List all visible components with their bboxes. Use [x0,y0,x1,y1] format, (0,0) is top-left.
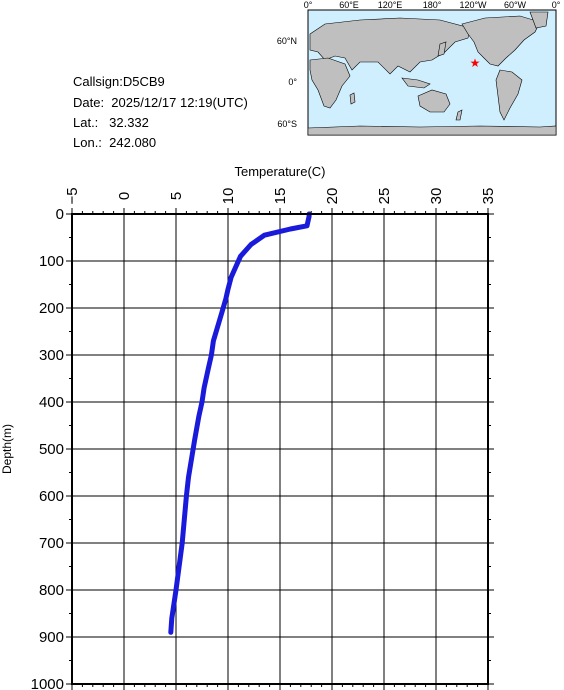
x-tick-label: 30 [428,188,445,205]
plot-frame [71,213,489,685]
x-tick-label: 0 [116,192,133,200]
station-star-icon: ★ [470,56,481,70]
x-tick-labels: −5 0 5 10 15 20 25 30 35 [64,187,497,204]
y-tick-label: 400 [39,394,64,411]
map-longitude-label: 0° [304,0,313,10]
y-tick-label: 500 [39,441,64,458]
x-tick-label: 25 [376,188,393,205]
x-tick-label: 20 [324,188,341,205]
world-map: 0° 60°E 120°E 180° 120°W 60°W 0° 60°N 0° 60°S ★ [277,0,561,136]
y-tick-label: 200 [39,300,64,317]
x-tick-label: 15 [272,188,289,205]
temperature-profile-line [168,211,312,635]
map-longitude-label: 180° [423,0,442,10]
x-tick-label: 10 [220,188,237,205]
x-tick-label: 35 [480,188,497,205]
x-tick-label: 5 [168,192,185,200]
y-tick-label: 900 [39,629,64,646]
x-tick-label: −5 [64,187,81,204]
y-axis-label: Depth(m) [0,424,14,474]
y-tick-label: 1000 [31,676,64,690]
map-land [307,11,557,136]
y-tick-label: 700 [39,535,64,552]
map-longitude-label: 60°E [339,0,359,10]
y-tick-label: 800 [39,582,64,599]
latitude-label: Lat.: 32.332 [73,115,149,130]
x-axis-label: Temperature(C) [234,164,325,179]
y-tick-label: 0 [56,206,64,223]
y-tick-labels: 0 100 200 300 400 500 600 700 800 900 1000 [31,206,64,690]
y-tick-label: 300 [39,347,64,364]
date-label: Date: 2025/12/17 12:19(UTC) [73,95,248,110]
map-latitude-label: 0° [288,77,297,87]
map-longitude-label: 120°W [459,0,487,10]
longitude-label: Lon.: 242.080 [73,135,157,150]
map-longitude-label: 0° [552,0,561,10]
y-tick-label: 600 [39,488,64,505]
y-tick-label: 100 [39,253,64,270]
map-latitude-label: 60°S [277,119,297,129]
map-longitude-label: 120°E [378,0,403,10]
map-longitude-label: 60°W [504,0,527,10]
map-latitude-label: 60°N [277,36,297,46]
callsign-label: Callsign:D5CB9 [73,74,165,89]
